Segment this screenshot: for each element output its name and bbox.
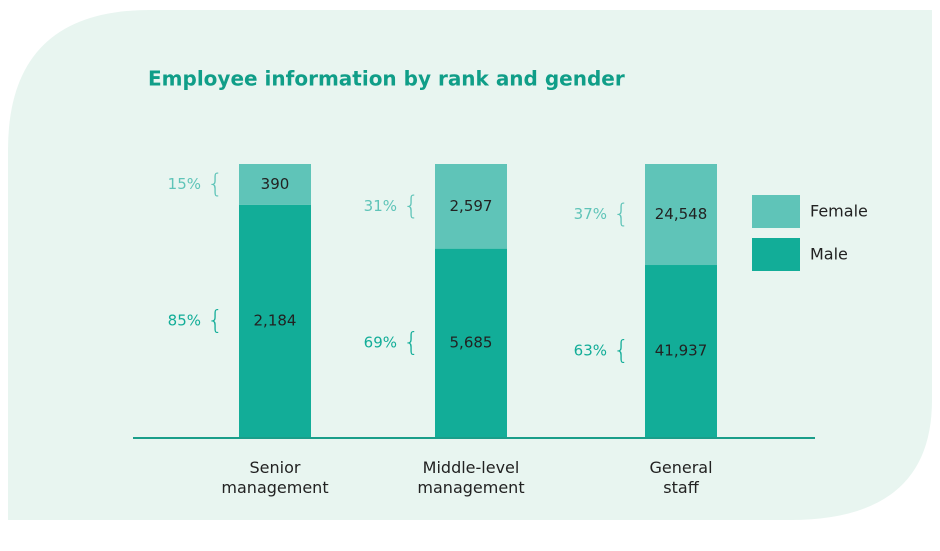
bar-segment: [645, 265, 717, 437]
value-label: 5,685: [450, 333, 493, 351]
value-label: 41,937: [655, 342, 708, 360]
x-tick-line: Middle-level: [423, 458, 520, 477]
x-tick-line: management: [417, 478, 524, 497]
share-label: 37%: [574, 205, 607, 223]
legend-label: Male: [810, 245, 848, 264]
x-tick-label: Senior management: [221, 458, 328, 497]
brace: {: [613, 336, 630, 366]
bar-segment: [239, 204, 311, 437]
bar-segment: [435, 248, 507, 437]
value-label: 390: [261, 175, 290, 193]
x-tick-line: staff: [663, 478, 699, 497]
brace: {: [403, 191, 420, 221]
brace: {: [403, 327, 420, 357]
x-tick-label: General staff: [649, 458, 712, 497]
legend-swatch: [752, 238, 800, 271]
x-tick-line: Senior: [250, 458, 301, 477]
chart-title: Employee information by rank and gender: [148, 67, 625, 91]
value-label: 24,548: [655, 205, 708, 223]
x-tick-line: management: [221, 478, 328, 497]
share-label: 63%: [574, 342, 607, 360]
share-label: 85%: [168, 311, 201, 329]
value-label: 2,597: [450, 197, 493, 215]
brace: {: [613, 199, 630, 229]
bar-segment: [239, 164, 311, 205]
value-label: 2,184: [254, 311, 297, 329]
legend-label: Female: [810, 202, 868, 221]
bar-segment: [645, 164, 717, 266]
share-label: 69%: [364, 333, 397, 351]
bar-segment: [435, 164, 507, 249]
brace: {: [207, 305, 224, 335]
x-tick-line: General: [649, 458, 712, 477]
x-tick-label: Middle-level management: [417, 458, 524, 497]
share-label: 15%: [168, 175, 201, 193]
brace: {: [207, 169, 224, 199]
legend-swatch: [752, 195, 800, 228]
share-label: 31%: [364, 197, 397, 215]
